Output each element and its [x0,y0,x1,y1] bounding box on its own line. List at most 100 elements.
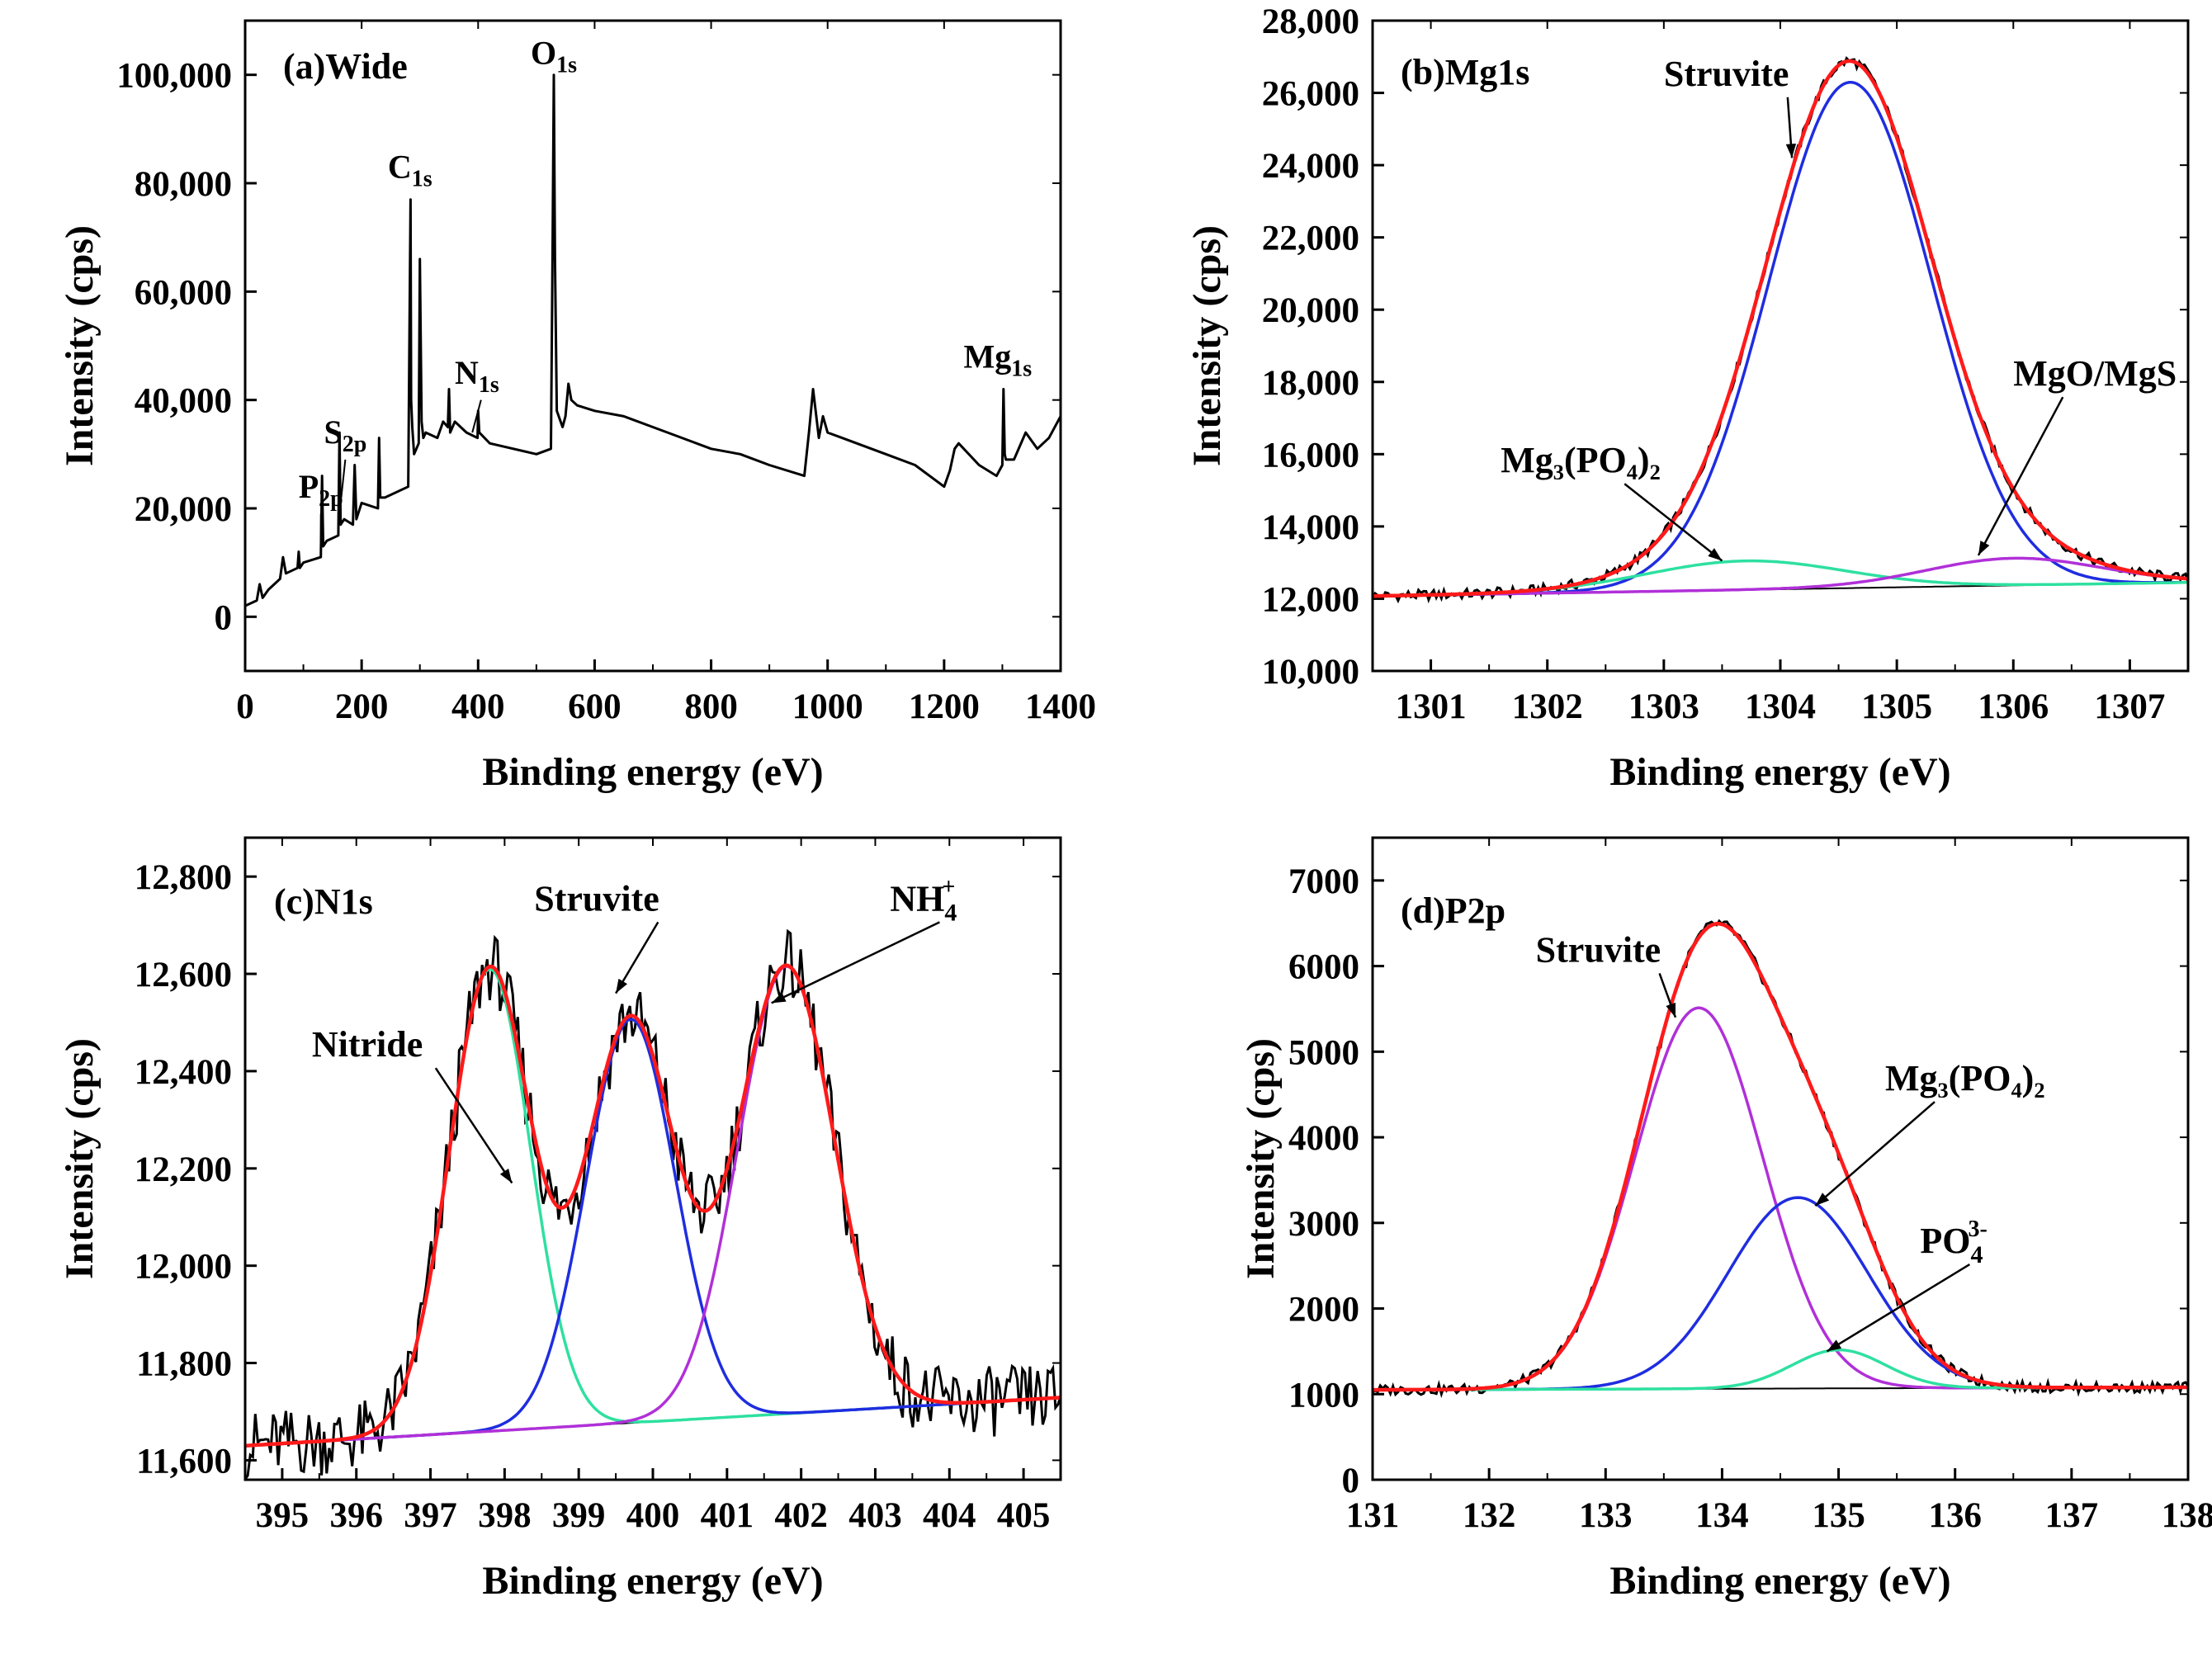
y-tick-label: 20,000 [135,490,232,529]
y-tick-label: 16,000 [1262,436,1359,475]
component-label-2: PO43- [1920,1216,1987,1268]
x-tick-label: 136 [1928,1496,1982,1535]
y-tick-label: 28,000 [1262,2,1359,41]
x-tick-label: 1400 [1025,687,1096,726]
x-tick-label: 134 [1695,1496,1749,1535]
x-tick-label: 403 [848,1496,902,1535]
y-tick-label: 11,600 [136,1442,232,1481]
x-tick-label: 400 [451,687,505,726]
x-tick-label: 1304 [1745,687,1816,726]
y-tick-label: 12,200 [135,1150,232,1189]
panel-d: 131 132 133 134 135 136 137 138 0 1000 2000 3000 400… [1239,836,2212,1603]
x-axis-label: Binding energy (eV) [1609,1559,1950,1603]
component-label-text: NH [890,878,944,919]
plot-area [245,928,1061,1480]
y-tick-label: 18,000 [1262,364,1359,403]
peak-label-main: Mg [963,338,1011,375]
plot-frame [1371,19,2190,673]
y-tick-label: 0 [215,598,233,637]
peak-label-Mg1s: Mg1s [963,338,1032,381]
annotation-arrow [1826,1264,1971,1353]
component-label-text: Nitride [312,1024,423,1065]
component-label-text: Struvite [534,878,659,919]
panel-c: 395 396 397 398 399 400 401 402 403 404 405 11,600 1… [58,836,1062,1603]
peak-label-sub: 1s [556,53,577,78]
y-tick-label: 12,800 [135,858,232,897]
y-tick-label: 12,000 [135,1248,232,1287]
x-axis-label: Binding energy (eV) [1609,750,1950,794]
x-tick-label: 1000 [792,687,863,726]
survey-spectrum-line [245,73,1061,607]
x-tick-label: 402 [774,1496,828,1535]
component-line-2 [1373,556,2188,598]
x-tick-label: 397 [404,1496,457,1535]
peak-label-main: N [455,354,479,391]
y-tick-label: 1000 [1288,1376,1359,1415]
x-tick-label: 132 [1463,1496,1516,1535]
component-label-text: MgO/MgS [2013,353,2177,394]
y-tick-label: 80,000 [135,165,232,204]
y-tick-label: 0 [1342,1462,1360,1500]
arrow-head [771,992,787,1004]
x-tick-label: 1305 [1861,687,1932,726]
annotation-arrow [434,1067,513,1184]
y-axis-label: Intensity (cps) [1185,225,1229,466]
x-tick-label: 800 [684,687,738,726]
x-tick-label: 200 [335,687,389,726]
x-tick-label: 131 [1346,1496,1400,1535]
envelope-fit-line [1373,59,2188,598]
raw-spectrum-line [1373,56,2188,604]
component-label-1: Mg₃(PO₄)₂ [1501,440,1661,480]
envelope-fit-line [1373,922,2188,1392]
component-label-text: Mg₃(PO₄)₂ [1885,1058,2045,1098]
peak-label-P2p: P2p [299,468,343,512]
x-tick-label: 1301 [1396,687,1467,726]
arrow-head [1815,1193,1830,1207]
plot-area [1373,919,2188,1399]
y-tick-label: 10,000 [1262,653,1359,692]
y-tick-label: 40,000 [135,382,232,421]
y-tick-label: 100,000 [116,57,232,96]
component-label-2: NH4+ [890,874,957,926]
y-tick-label: 22,000 [1262,220,1359,258]
y-tick-label: 2000 [1288,1291,1359,1330]
peak-label-sub: 2p [343,432,367,457]
component-label-1: Nitride [312,1024,423,1065]
x-tick-label: 399 [552,1496,606,1535]
panel-title: (d)P2p [1401,890,1505,931]
peak-label-O1s: O1s [531,35,577,78]
plot-frame [243,19,1062,673]
y-tick-label: 12,000 [1262,580,1359,619]
x-tick-label: 398 [478,1496,532,1535]
peak-label-sub: 1s [412,166,432,191]
y-tick-label: 4000 [1288,1119,1359,1158]
peak-label-main: S [324,413,342,451]
panel-b: 1301 1302 1303 1304 1305 1306 1307 10,000 12,000… [1185,2,2190,794]
arrow-head [499,1168,513,1183]
plot-frame [243,836,1062,1481]
component-label-0: Struvite [534,878,659,919]
x-tick-label: 404 [923,1496,976,1535]
panel-title: (a)Wide [283,46,408,87]
peak-label-sub: 1s [1011,356,1032,381]
annotation-arrow [1814,1101,1936,1207]
component-label-text: Mg₃(PO₄)₂ [1501,440,1661,480]
arrow-head [1827,1339,1842,1352]
annotation-arrow [340,459,347,498]
y-axis-label: Intensity (cps) [58,1038,102,1279]
arrow-head [1785,144,1797,158]
y-tick-label: 20,000 [1262,291,1359,330]
x-tick-label: 0 [236,687,254,726]
component-label-1: Mg₃(PO₄)₂ [1885,1058,2045,1098]
panel-a: 0 200 400 600 800 1000 1200 1400 0 20,000 40,000 60… [58,19,1096,794]
y-axis-label: Intensity (cps) [58,225,102,466]
x-tick-label: 138 [2162,1496,2212,1535]
x-tick-label: 395 [256,1496,310,1535]
arrow-head [616,978,628,994]
annotation-arrow [1977,396,2064,556]
raw-spectrum-line [245,928,1061,1480]
x-axis-label: Binding energy (eV) [482,750,823,794]
component-line-0 [1373,81,2188,598]
component-label-sup: 3- [1968,1216,1987,1242]
plot-area [1373,56,2188,604]
